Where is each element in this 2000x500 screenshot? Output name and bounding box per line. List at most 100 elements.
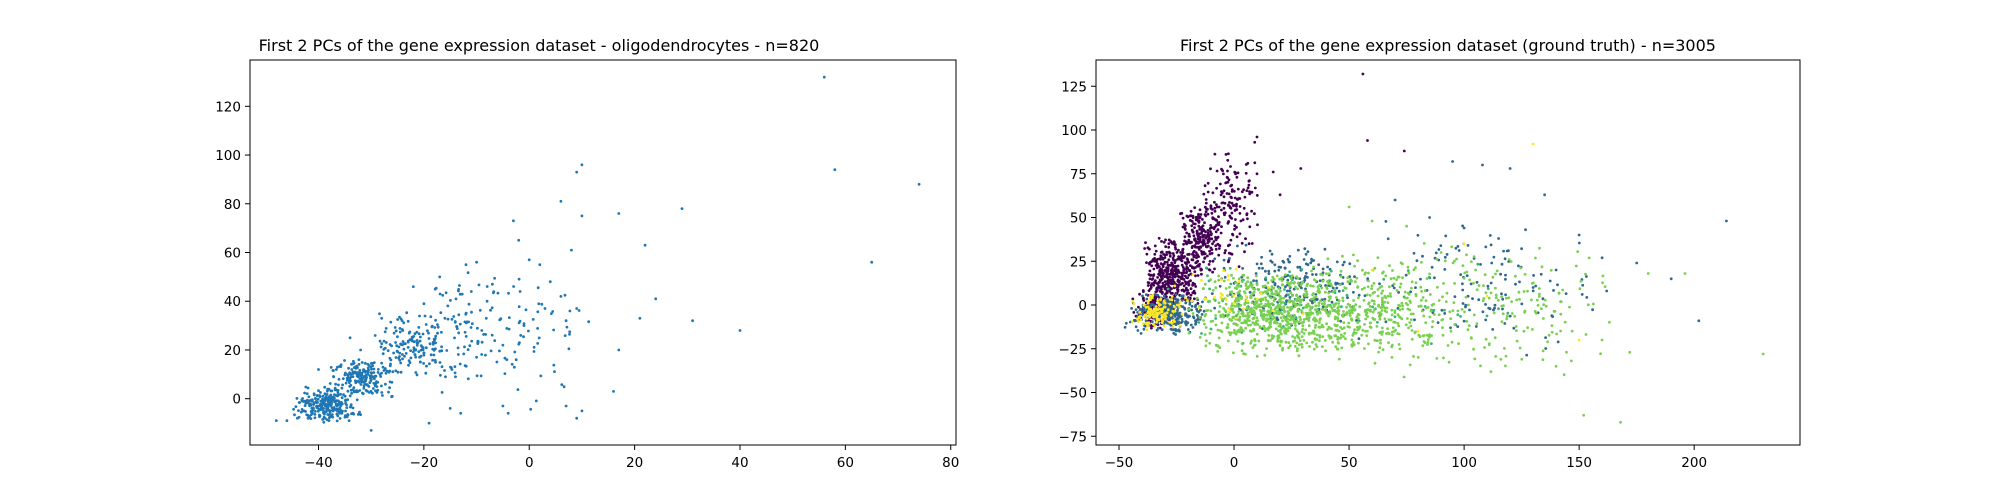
data-point — [1487, 296, 1491, 300]
data-point — [1163, 268, 1167, 272]
x-tick-label: 0 — [1230, 455, 1239, 471]
data-point — [1238, 232, 1242, 236]
data-point — [1270, 290, 1273, 293]
data-point — [294, 405, 298, 408]
data-point — [1213, 206, 1217, 210]
data-point — [1310, 331, 1314, 335]
data-point — [503, 372, 507, 375]
data-point — [1391, 326, 1395, 330]
data-point — [1213, 225, 1217, 229]
data-point — [1441, 333, 1445, 337]
data-point — [1152, 267, 1156, 271]
data-point — [1383, 306, 1387, 310]
data-point — [1493, 336, 1497, 340]
data-point — [323, 404, 327, 408]
data-point — [1392, 286, 1396, 290]
data-point — [1281, 346, 1284, 350]
data-point — [1238, 307, 1241, 311]
data-point — [1669, 277, 1673, 281]
data-point — [454, 375, 457, 379]
data-point — [1499, 357, 1503, 361]
data-point — [413, 353, 417, 357]
data-point — [1241, 218, 1245, 222]
data-point — [1401, 307, 1405, 311]
data-point — [1491, 275, 1495, 279]
data-point — [1293, 336, 1297, 340]
data-point — [1357, 341, 1360, 345]
data-point — [1459, 315, 1462, 318]
data-point — [453, 371, 457, 375]
data-point — [1281, 348, 1284, 352]
data-point — [1510, 300, 1513, 303]
data-point — [1233, 224, 1237, 228]
data-point — [366, 366, 370, 370]
data-point — [1266, 299, 1270, 303]
data-point — [304, 385, 308, 389]
data-point — [1155, 311, 1158, 315]
data-point — [1244, 237, 1247, 241]
data-point — [1512, 326, 1516, 330]
data-point — [1481, 310, 1485, 314]
data-point — [355, 398, 359, 402]
x-tick-label: 150 — [1566, 455, 1592, 471]
data-point — [1145, 317, 1149, 321]
data-point — [1173, 309, 1177, 313]
data-point — [1312, 292, 1315, 295]
data-point — [345, 379, 349, 382]
data-point — [1370, 284, 1374, 288]
data-point — [1463, 310, 1466, 314]
data-point — [1333, 323, 1337, 327]
data-point — [1537, 295, 1541, 298]
data-point — [1467, 324, 1471, 327]
data-point — [1450, 340, 1454, 344]
data-point — [1321, 279, 1325, 283]
data-point — [336, 365, 339, 369]
data-point — [518, 290, 522, 293]
data-point — [1504, 277, 1507, 281]
data-point — [1530, 298, 1533, 302]
data-point — [476, 339, 480, 343]
data-point — [1371, 291, 1375, 295]
data-point — [1191, 312, 1195, 315]
data-point — [1344, 337, 1347, 341]
data-point — [1472, 313, 1476, 317]
data-point — [1421, 344, 1425, 347]
data-point — [1291, 274, 1294, 278]
data-point — [398, 330, 402, 334]
data-point — [1167, 263, 1171, 267]
data-point — [452, 315, 456, 318]
data-point — [1197, 235, 1200, 239]
data-point — [1209, 205, 1213, 209]
data-point — [1349, 305, 1352, 309]
data-point — [507, 291, 510, 295]
data-point — [1304, 252, 1308, 256]
data-point — [439, 311, 443, 314]
data-point — [1238, 315, 1242, 319]
data-point — [384, 341, 388, 344]
data-point — [1551, 315, 1554, 318]
data-point — [1486, 287, 1490, 291]
data-point — [1364, 310, 1368, 314]
data-point — [1457, 249, 1461, 252]
data-point — [1393, 315, 1397, 319]
data-point — [1470, 260, 1473, 263]
data-point — [1262, 315, 1266, 319]
data-point — [413, 340, 416, 343]
data-point — [1173, 315, 1177, 318]
data-point — [1308, 316, 1311, 319]
data-point — [1430, 325, 1434, 329]
data-point — [1152, 315, 1155, 319]
data-point — [538, 263, 542, 267]
data-point — [1541, 358, 1545, 362]
data-point — [917, 182, 921, 186]
data-point — [1377, 314, 1381, 318]
data-point — [1189, 323, 1193, 327]
data-point — [1601, 281, 1604, 285]
data-point — [1385, 310, 1388, 314]
data-point — [1210, 248, 1214, 252]
data-point — [360, 361, 364, 364]
data-point — [1190, 219, 1194, 223]
data-point — [1346, 325, 1350, 328]
data-point — [408, 361, 412, 364]
data-point — [1171, 252, 1175, 255]
